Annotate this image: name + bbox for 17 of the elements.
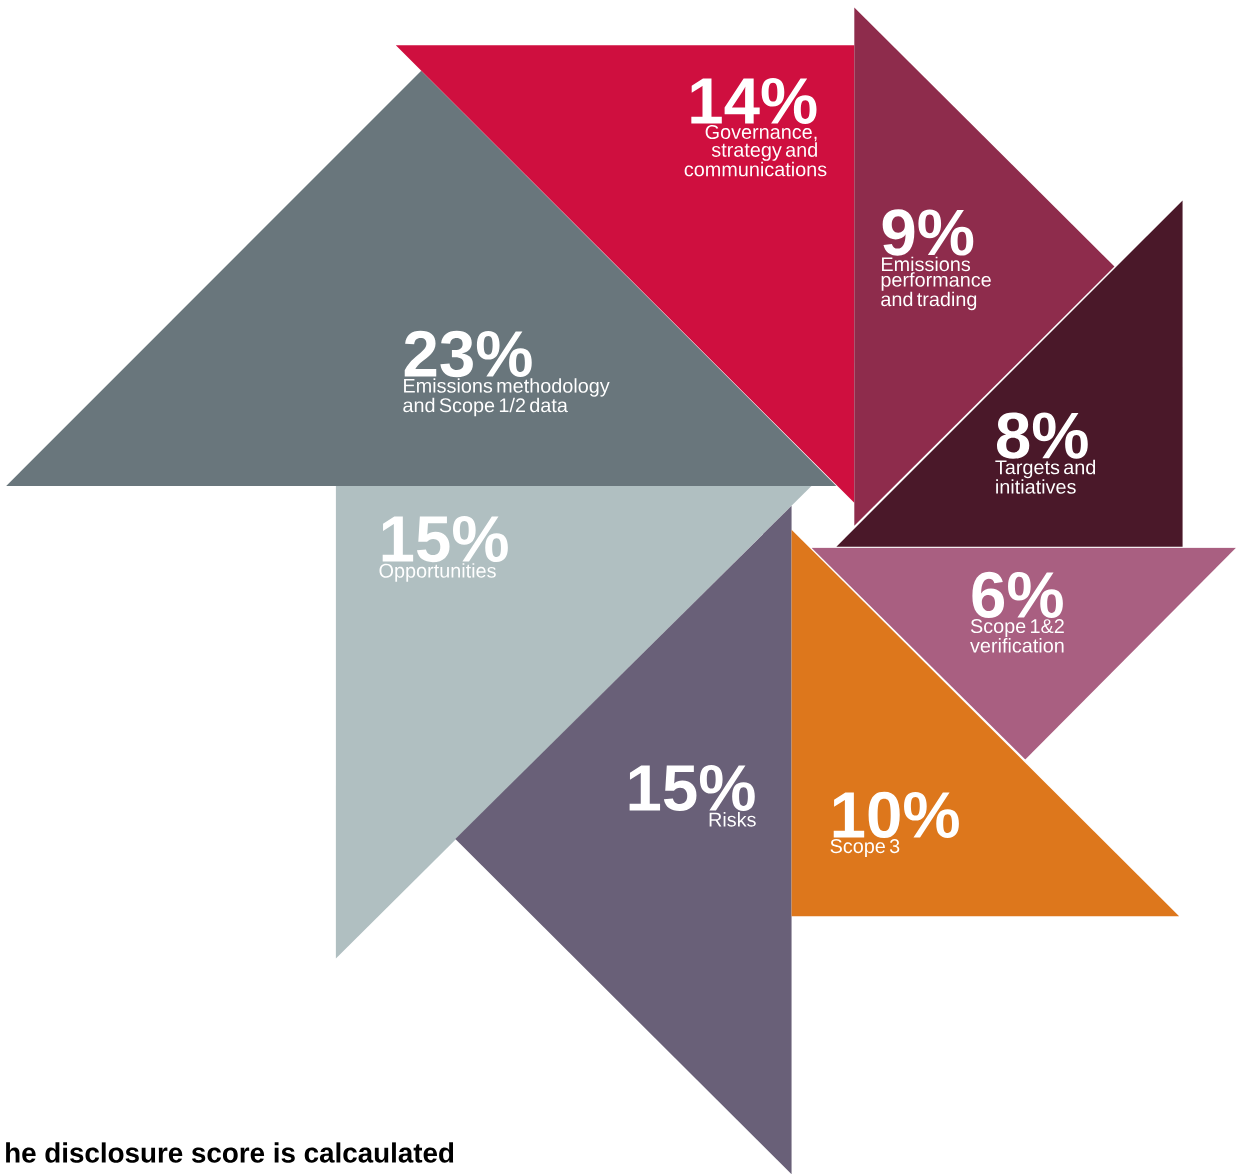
data-label: 14% (691, 77, 817, 124)
data-label: 6% (972, 571, 1063, 618)
category-label: Targets and initiatives (995, 459, 1096, 494)
category-label: Scope 1&2 verification (970, 618, 1064, 653)
text: he disclosure score is calcaulated (6, 1142, 454, 1163)
category-label: Risks (709, 811, 756, 827)
data-label: 15% (382, 515, 508, 563)
data-label: 10% (833, 791, 959, 839)
data-label: 8% (996, 412, 1088, 459)
category-label: Emissions methodology and Scope 1/2 data (403, 378, 610, 417)
category-label: Opportunities (379, 563, 496, 582)
data-label: 9% (882, 209, 974, 256)
category-label: Scope 3 (830, 839, 900, 857)
data-label: 15% (629, 764, 755, 811)
category-label: Emissions performance and trading (881, 256, 991, 311)
category-label: Governance, strategy and communications (684, 124, 827, 177)
data-label: 23% (404, 330, 532, 378)
